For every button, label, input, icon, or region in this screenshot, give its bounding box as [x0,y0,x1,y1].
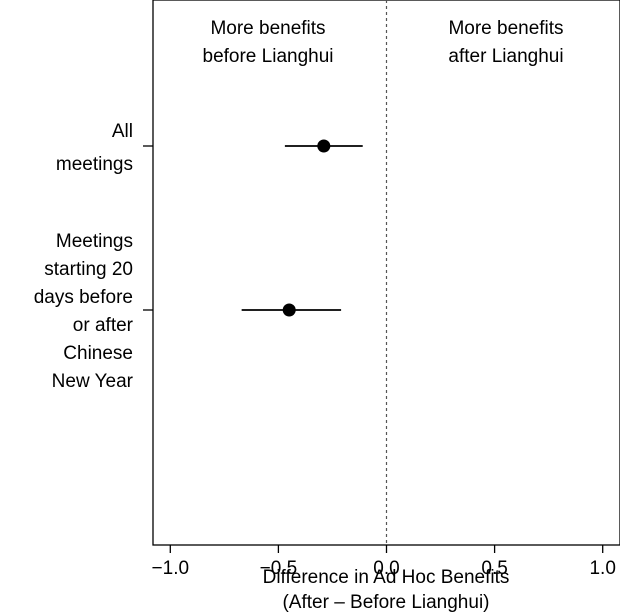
x-tick-label: −1.0 [152,558,190,579]
region-label-left-line-2: before Lianghui [203,46,334,67]
row-label-line: or after [73,315,134,336]
estimate-point [317,139,331,153]
row-label-line: days before [34,287,133,308]
row-label-line: starting 20 [44,259,133,280]
x-tick-label: 0.5 [481,558,507,579]
row-label-line: New Year [52,371,134,392]
x-axis-label-line-1: Difference in Ad Hoc Benefits [263,567,510,588]
x-tick-label: 0.0 [373,558,399,579]
x-tick-label: −0.5 [260,558,298,579]
row-label-line: meetings [56,154,133,175]
row-label-line: Chinese [63,343,133,364]
region-label-right-line-1: More benefits [448,18,563,39]
x-axis: −1.0 −0.5 0.0 0.5 1.0 [152,545,616,579]
row-label-line: All [112,121,133,142]
x-axis-label-line-2: (After – Before Lianghui) [282,592,489,613]
region-label-right-line-2: after Lianghui [448,46,563,67]
region-label-left-line-1: More benefits [210,18,325,39]
row-label-line: Meetings [56,231,133,252]
estimate-rows: All meetings Meetings starting 20 days befor… [34,121,363,392]
estimate-point [282,303,296,317]
x-tick-label: 1.0 [589,558,615,579]
